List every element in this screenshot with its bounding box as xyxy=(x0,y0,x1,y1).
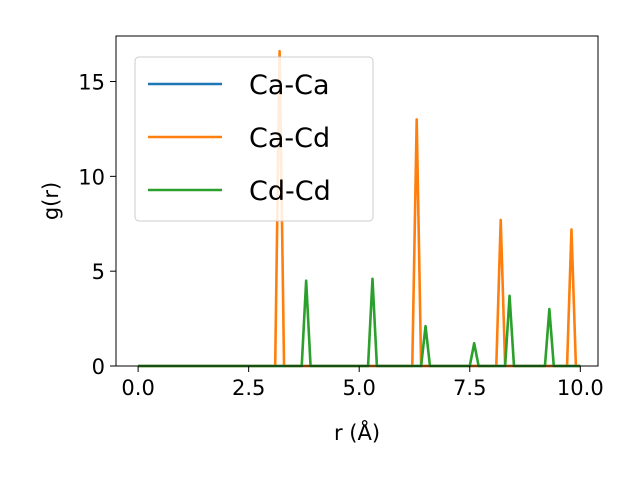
legend-box xyxy=(134,56,374,222)
y-axis-label: g(r) xyxy=(39,182,63,220)
legend: Ca-Ca Ca-Cd Cd-Cd xyxy=(134,56,374,222)
x-tick-label: 2.5 xyxy=(232,376,265,400)
y-tick-label: 5 xyxy=(92,260,105,284)
x-tick-label: 0.0 xyxy=(121,376,154,400)
legend-label: Ca-Cd xyxy=(249,123,330,154)
x-tick-label: 7.5 xyxy=(453,376,486,400)
y-tick-label: 0 xyxy=(92,355,105,379)
legend-label: Ca-Ca xyxy=(249,70,330,101)
x-axis-label: r (Å) xyxy=(334,419,380,445)
legend-label: Cd-Cd xyxy=(249,176,331,207)
plot-frame xyxy=(115,35,599,367)
y-tick-label: 10 xyxy=(78,165,105,189)
x-tick-label: 5.0 xyxy=(343,376,376,400)
x-tick-label: 10.0 xyxy=(557,376,604,400)
ticks-layer: 0.0 2.5 5.0 7.5 10.0 0 5 10 15 xyxy=(78,71,603,400)
y-tick-label: 15 xyxy=(78,71,105,95)
